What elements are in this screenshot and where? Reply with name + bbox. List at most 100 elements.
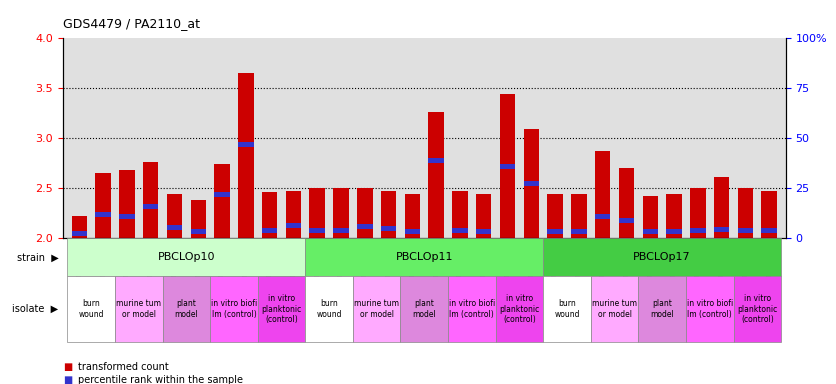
Bar [643,196,658,238]
Bar [214,192,230,197]
Text: transformed count: transformed count [78,362,169,372]
Bar [733,276,781,342]
Bar [191,229,206,234]
Bar [262,192,278,238]
Text: burn
wound: burn wound [79,300,104,319]
Bar [548,194,563,238]
Bar [619,168,635,238]
Text: murine tum
or model: murine tum or model [116,300,161,319]
Text: murine tum
or model: murine tum or model [592,300,637,319]
Bar [543,276,591,342]
Bar [476,194,492,238]
Bar [496,276,543,342]
Bar [452,228,467,233]
Bar [690,228,706,233]
Bar [571,194,587,238]
Bar [595,214,610,219]
Bar [68,238,305,276]
Bar [163,276,210,342]
Bar [166,194,182,238]
Bar [309,188,325,238]
Bar [595,151,610,238]
Bar [115,276,163,342]
Text: ■: ■ [63,362,72,372]
Bar [476,229,492,234]
Text: in vitro
planktonic
(control): in vitro planktonic (control) [262,294,302,324]
Text: burn
wound: burn wound [316,300,342,319]
Bar [543,238,781,276]
Bar [619,218,635,223]
Bar [210,276,257,342]
Bar [428,157,444,162]
Text: PBCLOp17: PBCLOp17 [634,252,691,262]
Text: in vitro biofi
lm (control): in vitro biofi lm (control) [211,300,257,319]
Bar [737,188,753,238]
Bar [448,276,496,342]
Bar [643,229,658,234]
Text: plant
model: plant model [412,300,436,319]
Bar [191,200,206,238]
Bar [143,204,159,209]
Bar [95,212,111,217]
Bar [214,164,230,238]
Bar [257,276,305,342]
Bar [400,276,448,342]
Text: in vitro biofi
lm (control): in vitro biofi lm (control) [449,300,495,319]
Bar [523,129,539,238]
Bar [286,223,301,228]
Bar [357,188,373,238]
Bar [381,226,396,231]
Bar [452,191,467,238]
Text: PBCLOp10: PBCLOp10 [158,252,215,262]
Bar [666,229,682,234]
Bar [381,191,396,238]
Bar [120,214,135,219]
Text: isolate  ▶: isolate ▶ [13,304,59,314]
Bar [238,73,253,238]
Bar [334,188,349,238]
Bar [548,229,563,234]
Bar [405,194,421,238]
Text: murine tum
or model: murine tum or model [354,300,400,319]
Bar [737,228,753,233]
Bar [762,191,777,238]
Bar [120,170,135,238]
Text: in vitro
planktonic
(control): in vitro planktonic (control) [499,294,539,324]
Bar [72,231,87,236]
Bar [639,276,686,342]
Text: plant
model: plant model [175,300,198,319]
Bar [353,276,400,342]
Text: GDS4479 / PA2110_at: GDS4479 / PA2110_at [63,17,200,30]
Text: burn
wound: burn wound [554,300,579,319]
Bar [762,228,777,233]
Bar [334,228,349,233]
Bar [428,112,444,238]
Text: in vitro
planktonic
(control): in vitro planktonic (control) [737,294,777,324]
Bar [166,225,182,230]
Bar [72,216,87,238]
Bar [714,177,729,238]
Bar [686,276,733,342]
Bar [690,188,706,238]
Text: PBCLOp11: PBCLOp11 [395,252,453,262]
Bar [68,276,115,342]
Bar [571,229,587,234]
Bar [143,162,159,238]
Bar [286,191,301,238]
Bar [357,224,373,229]
Text: ■: ■ [63,375,72,384]
Bar [666,194,682,238]
Text: strain  ▶: strain ▶ [17,252,59,262]
Bar [305,238,543,276]
Bar [405,229,421,234]
Bar [95,173,111,238]
Bar [238,142,253,147]
Bar [500,164,515,169]
Bar [309,228,325,233]
Text: percentile rank within the sample: percentile rank within the sample [78,375,242,384]
Text: plant
model: plant model [650,300,674,319]
Text: in vitro biofi
lm (control): in vitro biofi lm (control) [686,300,733,319]
Bar [523,181,539,186]
Bar [262,228,278,233]
Bar [305,276,353,342]
